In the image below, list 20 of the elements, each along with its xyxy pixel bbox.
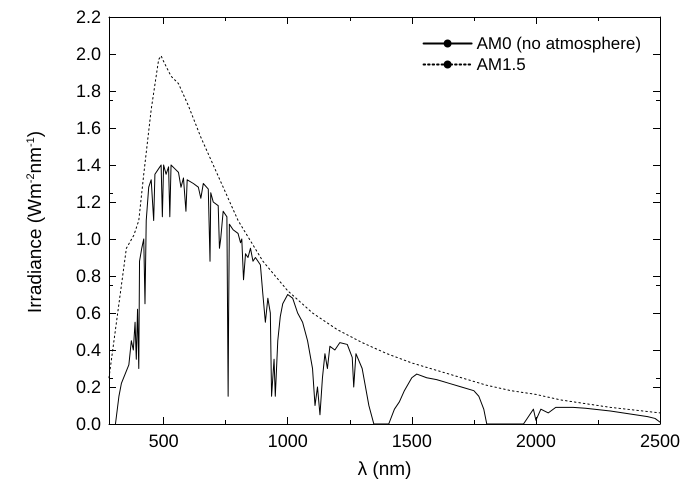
y-tick-label: 1.8 bbox=[76, 81, 101, 101]
y-tick-label: 2.2 bbox=[76, 7, 101, 27]
y-tick-label: 0.4 bbox=[76, 340, 101, 360]
y-tick-label: 0.2 bbox=[76, 377, 101, 397]
y-tick-label: 0.6 bbox=[76, 303, 101, 323]
x-axis-title: λ (nm) bbox=[358, 459, 412, 480]
y-tick-label: 1.2 bbox=[76, 192, 101, 212]
x-tick-label: 1000 bbox=[268, 431, 308, 451]
x-tick-label: 500 bbox=[148, 431, 179, 451]
x-tick-label: 2500 bbox=[640, 431, 680, 451]
y-tick-label: 2.0 bbox=[76, 44, 101, 64]
legend-label: AM0 (no atmosphere) bbox=[476, 34, 641, 53]
y-tick-label: 1.6 bbox=[76, 118, 101, 138]
y-tick-label: 0.8 bbox=[76, 266, 101, 286]
x-tick-label: 2000 bbox=[516, 431, 556, 451]
x-tick-label: 1500 bbox=[392, 431, 432, 451]
y-tick-label: 1.0 bbox=[76, 229, 101, 249]
y-tick-label: 0.0 bbox=[76, 414, 101, 434]
y-tick-label: 1.4 bbox=[76, 155, 101, 175]
legend-label: AM1.5 bbox=[476, 55, 526, 74]
